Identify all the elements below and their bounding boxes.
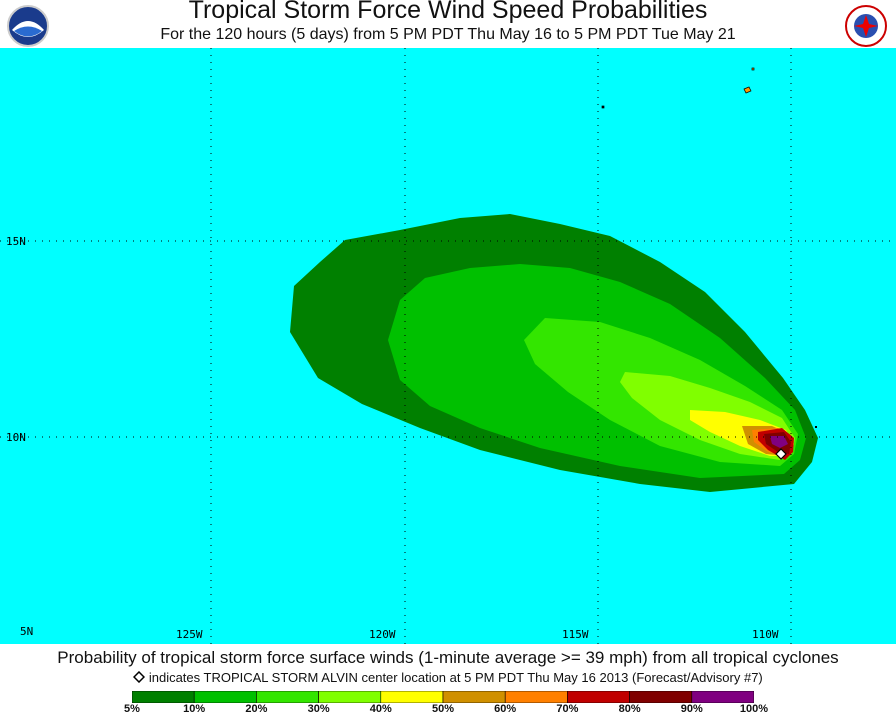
legend-swatch: [131, 690, 195, 704]
legend-label: 20%: [245, 703, 268, 715]
lon-label: 115W: [562, 628, 589, 641]
noaa-logo: [7, 5, 49, 47]
legend-swatch: [629, 690, 693, 704]
legend-swatch: [193, 690, 257, 704]
island-clarion: [601, 105, 605, 109]
island-socorro: [743, 86, 752, 94]
legend-swatch: [318, 690, 382, 704]
legend-label: 40%: [369, 703, 392, 715]
legend-swatch: [380, 690, 444, 704]
legend-label: 70%: [556, 703, 579, 715]
contour-90pct: [770, 436, 788, 448]
legend-label: 100%: [739, 703, 769, 715]
island-san-benedicto: [751, 67, 755, 71]
lon-label: 120W: [369, 628, 396, 641]
legend-swatch: [567, 690, 630, 704]
legend-label: 5%: [124, 703, 140, 715]
legend-swatch: [504, 690, 568, 704]
probability-map: 15N 10N 5N 125W 120W 115W 110W: [0, 48, 896, 644]
lat-label: 10N: [6, 431, 26, 444]
page-subtitle: For the 120 hours (5 days) from 5 PM PDT…: [160, 26, 736, 43]
lat-label: 5N: [20, 625, 33, 638]
lon-label: 125W: [176, 628, 203, 641]
legend-label: 30%: [307, 703, 330, 715]
legend-swatch: [256, 690, 319, 704]
page-title: Tropical Storm Force Wind Speed Probabil…: [188, 0, 708, 24]
legend-label: 80%: [618, 703, 641, 715]
diamond-icon: [775, 448, 787, 460]
map-canvas: 15N 10N 5N 125W 120W 115W 110W: [0, 48, 896, 644]
probability-description: Probability of tropical storm force surf…: [57, 648, 839, 667]
legend-label: 10%: [183, 703, 206, 715]
color-legend: [131, 690, 755, 704]
legend-swatch: [442, 690, 506, 704]
storm-note: indicates TROPICAL STORM ALVIN center lo…: [0, 670, 896, 685]
legend-label: 60%: [494, 703, 517, 715]
diamond-icon: [133, 670, 146, 684]
lon-label: 110W: [752, 628, 779, 641]
legend-bar: [131, 690, 755, 704]
storm-note-text: indicates TROPICAL STORM ALVIN center lo…: [148, 670, 763, 685]
island-clipperton: [815, 426, 817, 428]
legend-swatch: [691, 690, 755, 704]
lat-label: 15N: [6, 235, 26, 248]
legend-label: 50%: [431, 703, 455, 715]
nws-logo: [845, 5, 887, 47]
map-grid: [0, 48, 896, 644]
header: Tropical Storm Force Wind Speed Probabil…: [0, 0, 896, 48]
legend-label: 90%: [680, 703, 703, 715]
